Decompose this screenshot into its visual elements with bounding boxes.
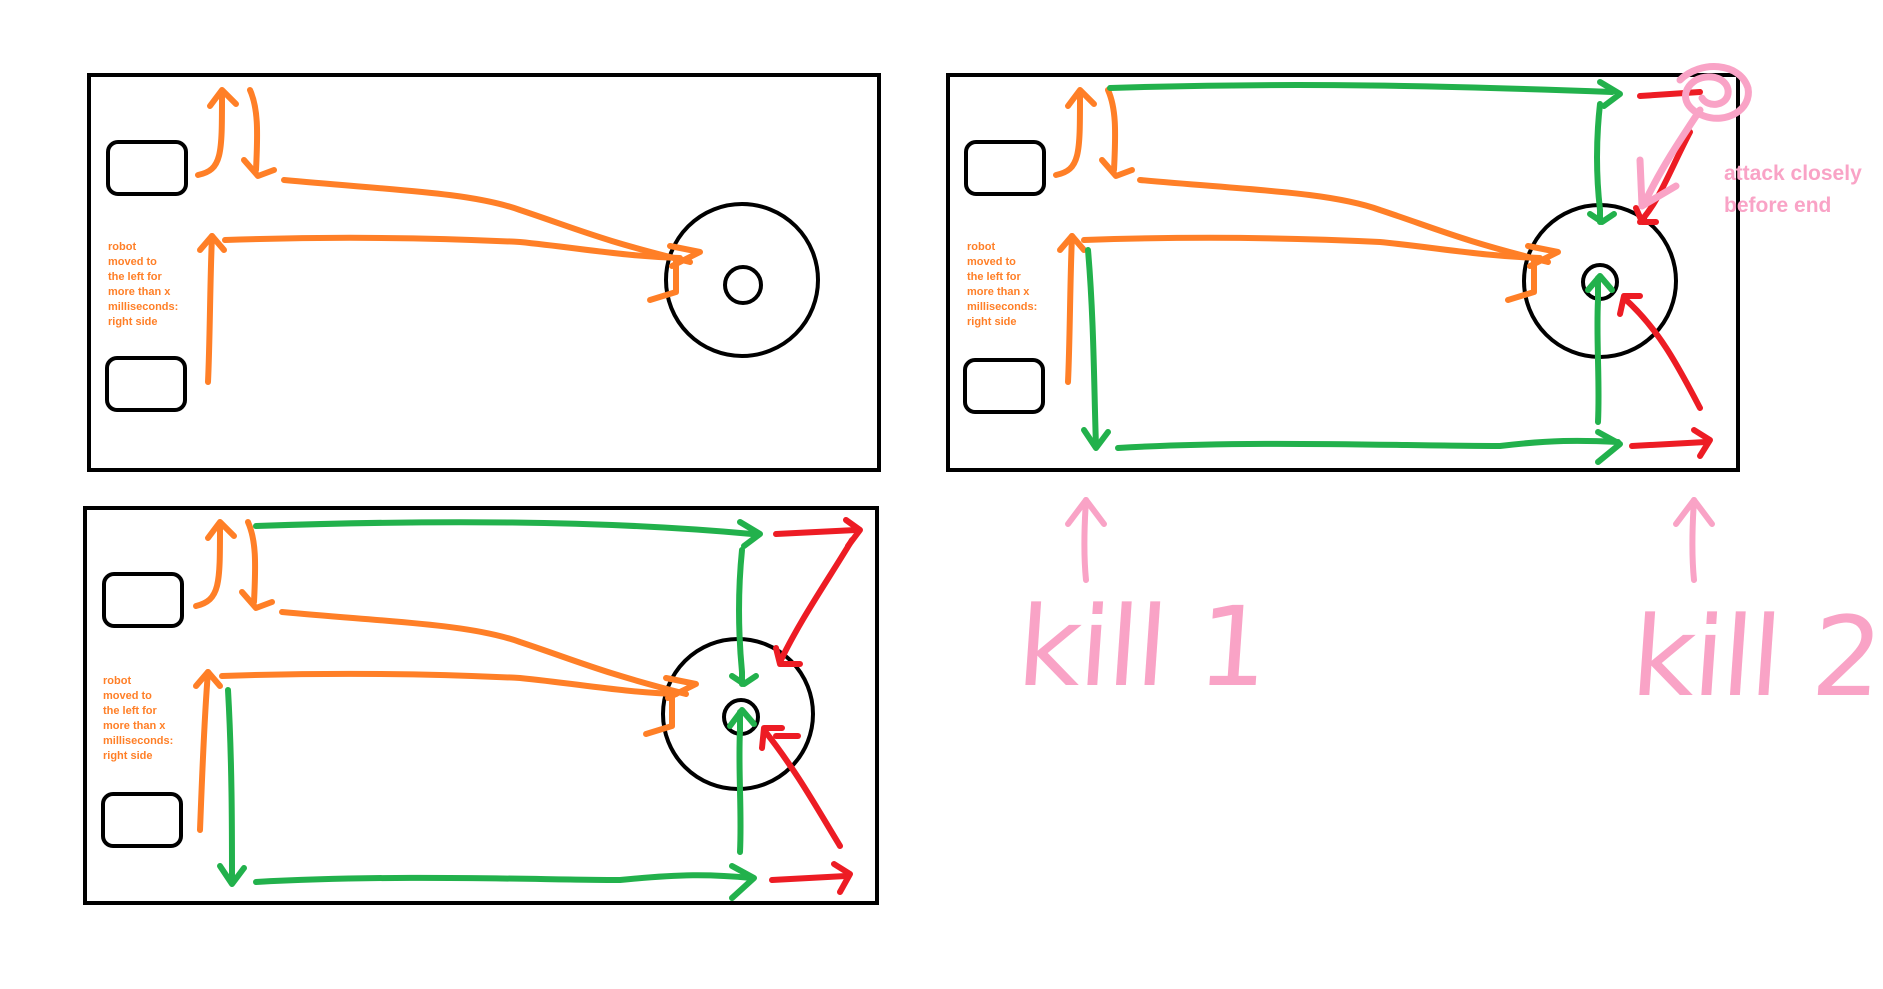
panel-3-start-box-top <box>102 572 184 628</box>
panel-3-green-paths <box>217 519 763 901</box>
panel-2 <box>946 63 1752 472</box>
panel-3-note: robot moved to the left for more than x … <box>103 675 174 762</box>
panel-1 <box>87 73 881 472</box>
panel-2-green-paths <box>1081 79 1623 465</box>
panel-2-note: robot moved to the left for more than x … <box>967 241 1038 328</box>
panel-1-start-box-bottom <box>105 356 187 412</box>
kill-1-arrow <box>1065 497 1107 583</box>
panel-2-orange-paths <box>1053 87 1561 385</box>
kill-2-arrow <box>1673 497 1715 583</box>
panel-3 <box>83 506 879 905</box>
panel-2-pink-scribble <box>1636 63 1752 210</box>
attack-note: attack closely before end <box>1724 162 1862 217</box>
panel-1-orange-paths <box>195 87 703 385</box>
panel-2-frame <box>946 73 1740 472</box>
panel-2-red-paths <box>1617 89 1713 459</box>
panel-3-frame <box>83 506 879 905</box>
panel-1-frame <box>87 73 881 472</box>
panel-3-orange-paths <box>193 519 699 833</box>
panel-2-start-box-top <box>964 140 1046 196</box>
kill-1-label: kill 1 <box>1013 583 1271 711</box>
kill-2-label: kill 2 <box>1627 593 1883 721</box>
panel-1-note: robot moved to the left for more than x … <box>108 241 179 328</box>
panel-1-start-box-top <box>106 140 188 196</box>
panel-3-start-box-bottom <box>101 792 183 848</box>
panel-2-start-box-bottom <box>963 358 1045 414</box>
panel-1-target-ring <box>664 202 820 358</box>
panel-1-target-center <box>723 265 763 305</box>
panel-3-red-paths <box>759 517 863 895</box>
